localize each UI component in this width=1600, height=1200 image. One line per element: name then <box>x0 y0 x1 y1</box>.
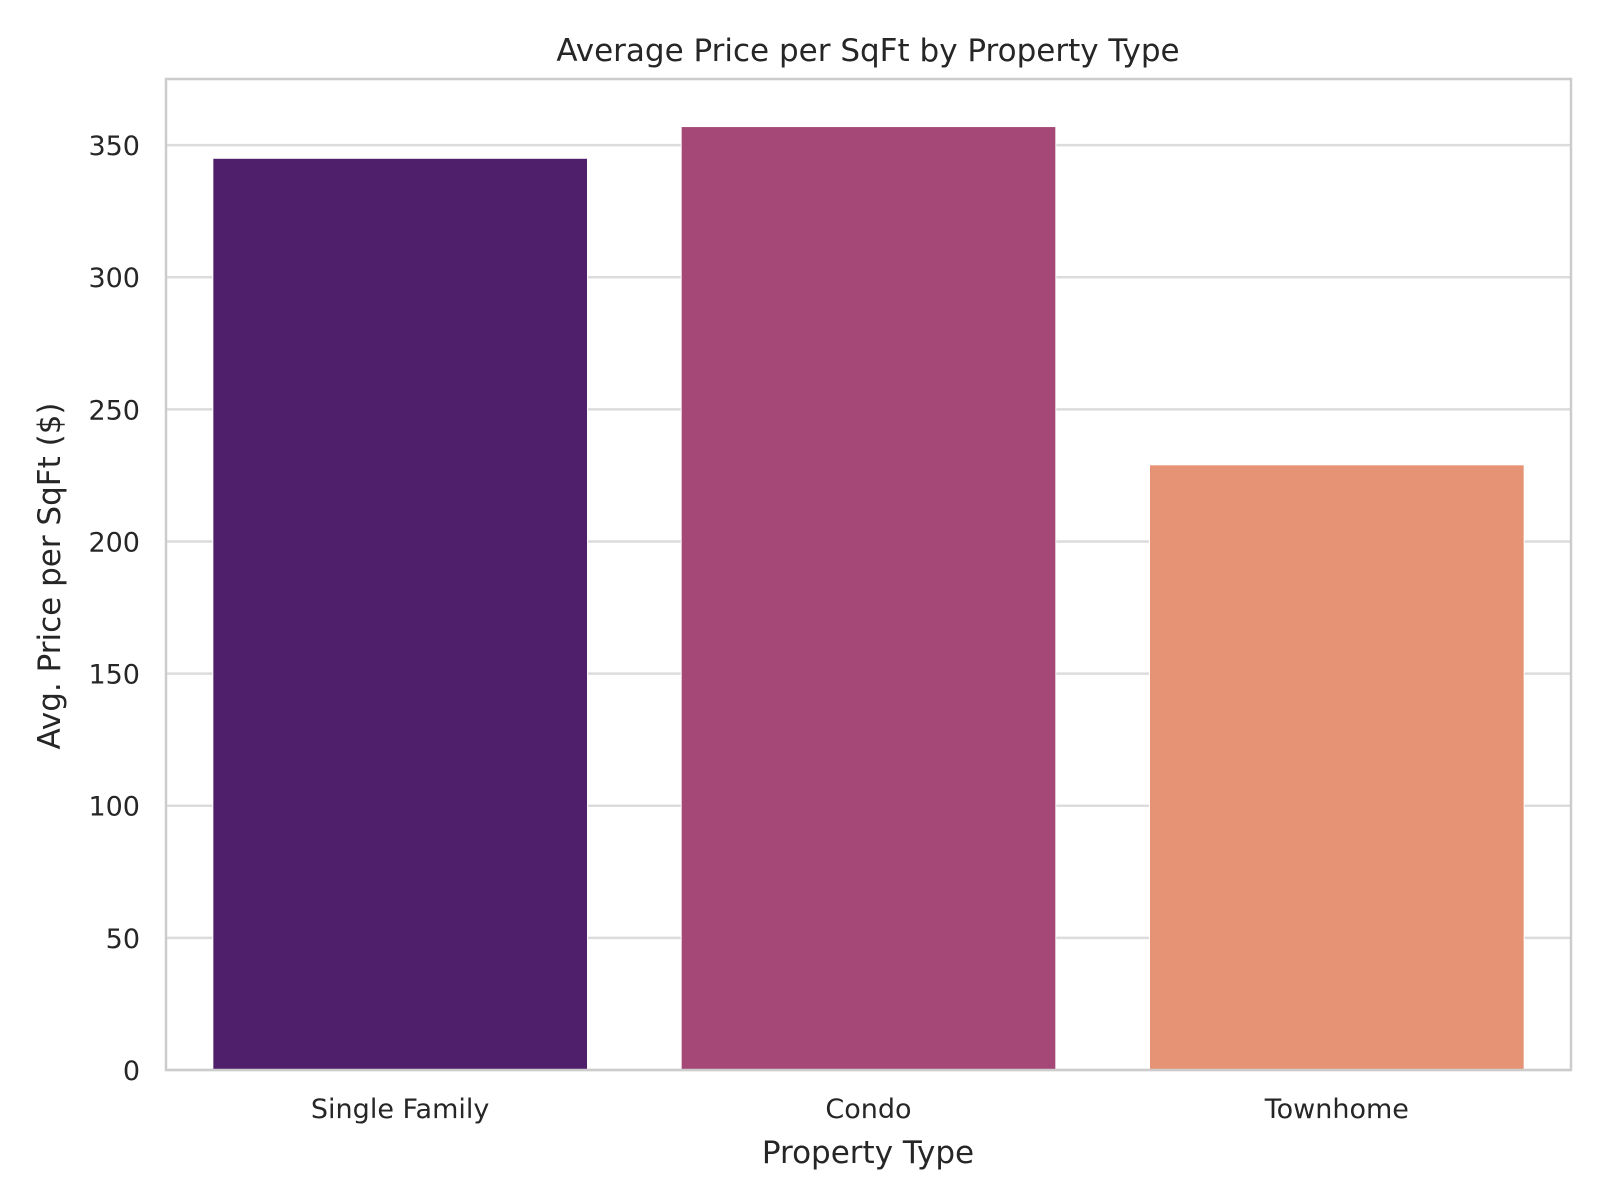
chart-title: Average Price per SqFt by Property Type <box>556 33 1179 69</box>
y-tick-label: 100 <box>88 792 140 823</box>
y-tick-label: 0 <box>123 1056 140 1087</box>
y-tick-label: 350 <box>88 131 140 162</box>
bar-single-family <box>212 157 588 1071</box>
y-tick-label: 150 <box>88 660 140 691</box>
x-tick-label: Single Family <box>311 1094 489 1125</box>
y-axis-label: Avg. Price per SqFt ($) <box>32 402 68 749</box>
x-tick-label: Townhome <box>1264 1094 1409 1125</box>
y-tick-label: 50 <box>106 924 140 955</box>
x-axis-ticks: Single Family Condo Townhome <box>311 1094 1409 1125</box>
x-tick-label: Condo <box>825 1094 911 1125</box>
plot-area-frame <box>164 77 1573 1072</box>
bar-townhome <box>1149 464 1525 1071</box>
bar-condo <box>680 126 1057 1071</box>
bars <box>212 126 1525 1071</box>
y-tick-label: 300 <box>88 263 140 294</box>
y-tick-label: 250 <box>88 395 140 426</box>
y-tick-label: 200 <box>88 527 140 558</box>
x-axis-label: Property Type <box>762 1135 974 1171</box>
y-axis-ticks: 0 50 100 150 200 250 300 350 <box>88 131 140 1087</box>
